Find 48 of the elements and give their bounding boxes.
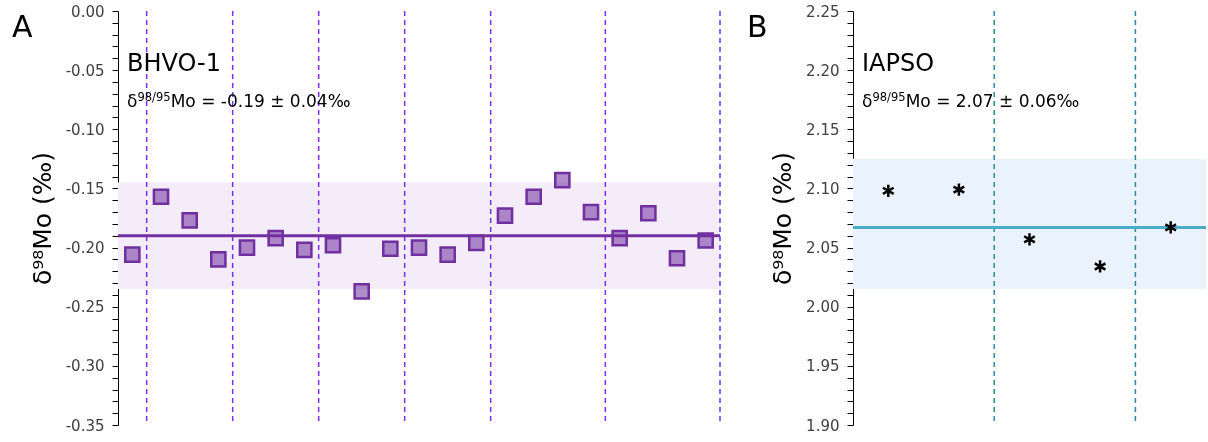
point	[611, 229, 628, 247]
text: B	[747, 9, 768, 44]
y-axis-title: δ⁹⁸Mo (‰)	[27, 151, 57, 286]
point	[382, 240, 399, 258]
point	[439, 246, 456, 263]
point	[152, 188, 170, 206]
point	[410, 239, 428, 256]
point	[952, 182, 966, 197]
y-axis-title: δ⁹⁸Mo (‰)	[768, 151, 798, 286]
point	[1164, 220, 1178, 235]
point	[210, 251, 227, 268]
point	[668, 249, 686, 267]
y-tick-label: -0.20	[65, 239, 105, 258]
point	[324, 236, 342, 254]
y-tick-label: 2.05	[806, 239, 840, 258]
point	[496, 207, 514, 224]
text: A	[12, 9, 33, 44]
point	[1022, 231, 1037, 247]
y-tick-label: -0.15	[65, 179, 105, 198]
y-tick-label: 2.20	[806, 61, 840, 80]
point	[267, 229, 284, 247]
y-tick-label: 2.00	[806, 298, 840, 317]
y-tick-label: -0.05	[65, 61, 105, 80]
y-tick-label: -0.30	[65, 357, 105, 376]
point	[525, 188, 542, 206]
point	[881, 183, 895, 199]
y-tick-label: 2.10	[806, 179, 840, 198]
point	[353, 283, 370, 300]
point	[468, 234, 485, 252]
point	[554, 171, 571, 189]
point	[124, 246, 141, 263]
y-tick-label: 2.15	[806, 120, 840, 139]
y-tick-label: 1.95	[806, 357, 840, 376]
point	[181, 212, 198, 229]
point	[697, 232, 714, 249]
y-tick-label: -0.25	[65, 298, 105, 317]
point	[640, 204, 657, 222]
y-tick-label: 1.90	[806, 416, 840, 435]
y-tick-label: -0.10	[65, 120, 105, 139]
text: BHVO-1	[127, 49, 221, 77]
point	[1093, 259, 1107, 274]
y-tick-label: -0.35	[65, 416, 105, 435]
y-tick-label: 0.00	[71, 2, 105, 21]
point	[582, 203, 600, 221]
text: IAPSO	[862, 49, 935, 77]
point	[296, 241, 313, 259]
point	[238, 239, 256, 256]
y-tick-label: 2.25	[806, 2, 840, 21]
